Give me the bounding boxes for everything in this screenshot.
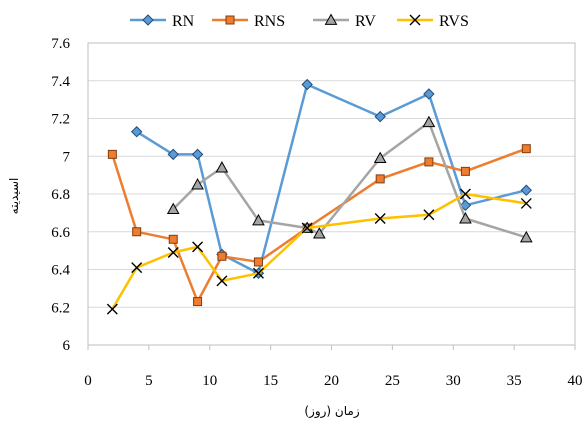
data-point-rn xyxy=(423,88,435,100)
x-tick-label: 5 xyxy=(145,373,153,389)
y-tick-label: 6.4 xyxy=(51,263,70,279)
data-point-rv xyxy=(373,151,387,164)
y-tick-label: 7 xyxy=(63,149,71,165)
data-point-rns xyxy=(521,144,531,154)
data-point-rns xyxy=(424,157,434,167)
data-point-rn xyxy=(374,110,386,123)
data-point-rns xyxy=(193,297,203,307)
data-point-rv xyxy=(519,230,533,243)
series-line-rn xyxy=(136,83,527,275)
y-tick-label: 6.6 xyxy=(51,225,70,241)
series-rn xyxy=(130,78,533,279)
data-point-rv xyxy=(459,212,472,224)
data-point-rns xyxy=(253,257,263,267)
data-point-rvs xyxy=(423,209,435,221)
x-tick-label: 40 xyxy=(568,373,583,389)
data-point-rvs xyxy=(459,188,471,200)
legend-marker-rn xyxy=(142,14,154,26)
data-point-rn xyxy=(167,148,179,161)
x-axis-title: زمان (روز) xyxy=(304,404,359,419)
legend-marker-rns xyxy=(225,15,235,25)
legend-marker-rvs xyxy=(409,14,421,26)
data-point-rn xyxy=(130,126,143,138)
data-point-rvs xyxy=(374,213,386,225)
x-tick-label: 15 xyxy=(263,373,278,389)
data-point-rv xyxy=(422,115,436,128)
series-line-rv xyxy=(172,121,527,239)
data-point-rvs xyxy=(301,222,313,234)
legend-label-rn: RN xyxy=(172,13,195,30)
data-point-rvs xyxy=(216,275,228,287)
data-point-rns xyxy=(168,234,178,244)
legend-item-rns: RNS xyxy=(212,13,285,30)
y-tick-label: 7.4 xyxy=(51,74,70,90)
series-rvs xyxy=(106,188,532,315)
y-tick-label: 7.6 xyxy=(51,36,70,52)
legend-item-rv: RV xyxy=(313,13,376,30)
data-point-rns xyxy=(460,166,470,176)
axes: 6 6.2 6.4 6.6 6.8 7 7.2 7.4 7.6 0 5 10 15 20 25 30 35 40 xyxy=(51,36,582,389)
y-axis-title: اسیدیته xyxy=(7,178,21,215)
data-point-rv xyxy=(312,227,326,239)
x-tick-label: 20 xyxy=(324,373,339,389)
series-rv xyxy=(166,115,533,243)
x-tick-label: 0 xyxy=(84,373,92,389)
data-point-rn xyxy=(301,78,313,91)
data-point-rvs xyxy=(167,247,179,259)
legend-label-rvs: RVS xyxy=(439,13,469,30)
legend-marker-rv xyxy=(324,13,338,25)
data-point-rns xyxy=(217,251,227,261)
data-point-rvs xyxy=(131,262,143,274)
legend: RN RNS RV RVS xyxy=(130,13,469,30)
x-tick-label: 10 xyxy=(202,373,217,389)
y-tick-label: 6.2 xyxy=(51,300,70,316)
x-tick-label: 25 xyxy=(385,373,400,389)
y-tick-label: 6.8 xyxy=(51,187,70,203)
y-tick-label: 7.2 xyxy=(51,112,70,128)
data-point-rvs xyxy=(192,241,204,253)
data-point-rvs xyxy=(520,197,532,209)
x-tick-label: 35 xyxy=(507,373,522,389)
data-point-rv xyxy=(252,213,265,226)
data-point-rv xyxy=(166,202,180,214)
y-tick-label: 6 xyxy=(63,338,71,354)
data-point-rns xyxy=(375,174,385,184)
legend-label-rv: RV xyxy=(355,13,376,30)
data-point-rvs xyxy=(252,267,264,279)
data-point-rn xyxy=(191,148,204,161)
data-point-rvs xyxy=(106,303,118,315)
data-point-rv xyxy=(191,178,204,190)
gridlines xyxy=(88,42,575,346)
data-point-rn xyxy=(459,199,472,212)
legend-label-rns: RNS xyxy=(254,13,285,30)
legend-item-rn: RN xyxy=(130,13,195,30)
series-rns xyxy=(107,144,531,307)
data-point-rns xyxy=(107,149,117,159)
legend-item-rvs: RVS xyxy=(397,13,469,30)
x-tick-label: 30 xyxy=(446,373,461,389)
data-point-rn xyxy=(520,184,533,196)
data-point-rns xyxy=(132,227,142,237)
data-point-rv xyxy=(215,161,229,173)
series-layer xyxy=(106,78,533,315)
